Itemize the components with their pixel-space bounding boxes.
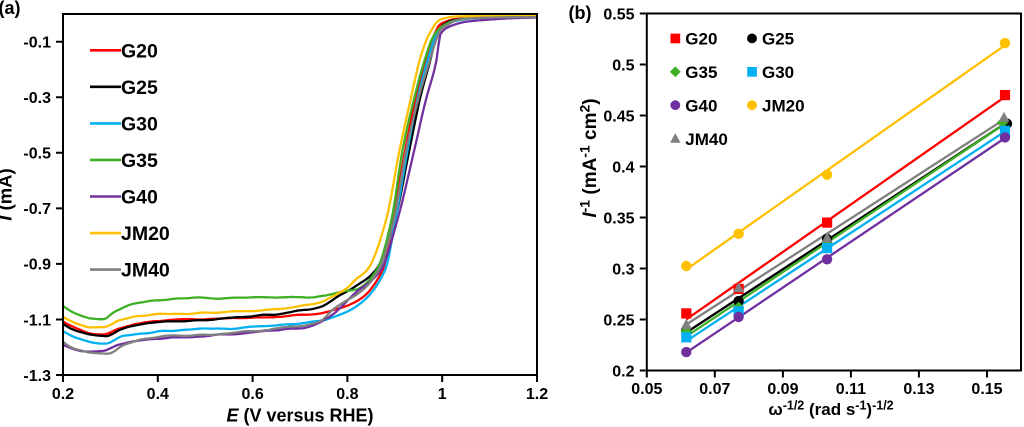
svg-text:0.25: 0.25 [603,312,634,329]
svg-text:0.5: 0.5 [612,57,634,74]
svg-text:0.13: 0.13 [903,381,934,398]
svg-text:0.35: 0.35 [603,210,634,227]
svg-text:(b): (b) [569,3,592,23]
svg-text:G35: G35 [121,150,158,172]
svg-text:JM40: JM40 [685,130,728,149]
svg-text:JM20: JM20 [762,96,805,115]
svg-text:G25: G25 [121,77,158,99]
svg-text:-1.1: -1.1 [23,312,51,329]
svg-text:1: 1 [438,386,447,403]
svg-text:JM40: JM40 [121,260,170,282]
svg-text:JM20: JM20 [121,223,170,245]
svg-text:-1.3: -1.3 [23,368,51,385]
svg-text:0.2: 0.2 [612,363,634,380]
svg-text:G25: G25 [762,30,794,49]
svg-text:0.09: 0.09 [767,381,798,398]
svg-text:I (mA): I (mA) [0,168,16,220]
svg-text:0.15: 0.15 [971,381,1002,398]
svg-text:1.2: 1.2 [526,386,548,403]
svg-text:0.6: 0.6 [241,386,263,403]
svg-text:G20: G20 [685,30,717,49]
svg-text:I-1 (mA-1 cm2): I-1 (mA-1 cm2) [577,98,602,217]
svg-text:0.4: 0.4 [147,386,169,403]
svg-text:0.4: 0.4 [612,159,634,176]
svg-text:G35: G35 [685,63,717,82]
svg-text:0.45: 0.45 [603,108,634,125]
svg-text:-0.5: -0.5 [23,146,51,163]
svg-text:G40: G40 [121,187,158,209]
svg-text:0.07: 0.07 [699,381,730,398]
svg-text:0.8: 0.8 [336,386,358,403]
svg-text:0.3: 0.3 [612,261,634,278]
svg-text:0.11: 0.11 [836,381,866,398]
svg-text:G40: G40 [685,96,717,115]
svg-text:-0.3: -0.3 [23,90,51,107]
svg-text:-0.1: -0.1 [23,35,51,52]
svg-text:0.05: 0.05 [631,381,662,398]
svg-text:G30: G30 [121,113,158,135]
svg-text:E (V versus RHE): E (V versus RHE) [226,406,373,426]
svg-text:0.55: 0.55 [603,6,634,23]
svg-text:-0.7: -0.7 [23,201,51,218]
svg-text:0.2: 0.2 [52,386,74,403]
svg-text:(a): (a) [0,0,21,18]
svg-text:-0.9: -0.9 [23,257,51,274]
svg-text:G30: G30 [762,63,794,82]
svg-text:G20: G20 [121,40,158,62]
